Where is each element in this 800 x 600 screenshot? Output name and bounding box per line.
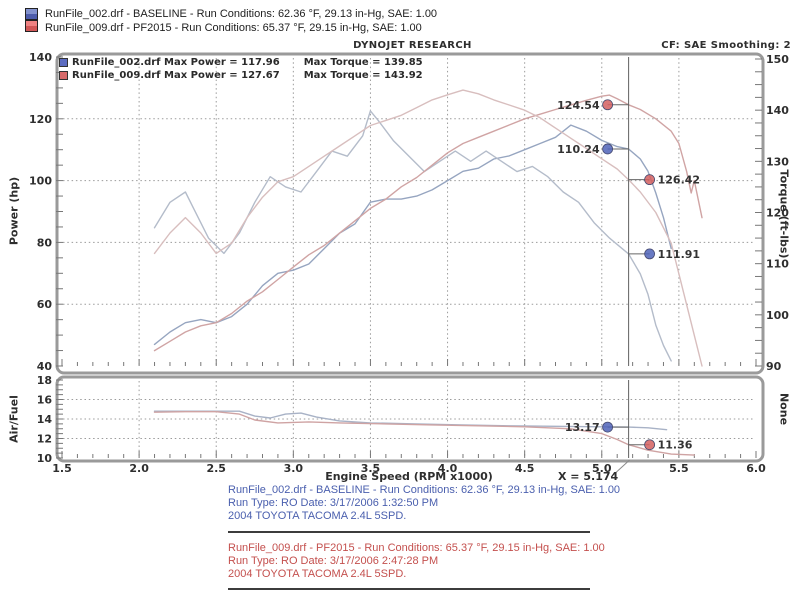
footer-divider-1 — [228, 531, 590, 533]
marker-label-2: 126.42 — [658, 174, 700, 187]
baseline-max-torque: Max Torque = 139.85 — [303, 57, 423, 68]
rpm-tick-label: 2.0 — [129, 462, 149, 475]
curve-af-0 — [153, 410, 668, 431]
marker-dot-2 — [644, 174, 656, 186]
power-tick-label: 80 — [37, 236, 53, 249]
marker-dot-5 — [644, 439, 656, 451]
rpm-tick-label: 2.5 — [206, 462, 226, 475]
torque-tick-label: 100 — [766, 309, 789, 322]
rpm-tick-label: 1.5 — [52, 462, 72, 475]
pf2015-vehicle: 2004 TOYOTA TACOMA 2.4L 5SPD. — [228, 568, 407, 580]
baseline-max-power: RunFile_002.drf Max Power = 117.96 — [72, 57, 280, 68]
footer-block-pf2015: RunFile_009.drf - PF2015 - Run Condition… — [228, 542, 605, 581]
torque-tick-label: 110 — [766, 258, 789, 271]
torque-tick-label: 140 — [766, 104, 789, 117]
pf2015-color-chip — [59, 71, 68, 80]
curve-main-3 — [153, 89, 703, 367]
airfuel-right-axis-title: None — [777, 392, 791, 426]
af-tick-label: 10 — [37, 452, 53, 465]
baseline-vehicle: 2004 TOYOTA TACOMA 2.4L 5SPD. — [228, 510, 407, 522]
marker-label-5: 11.36 — [658, 439, 693, 452]
pf2015-run-type-date: Run Type: RO Date: 3/17/2006 2:47:28 PM — [228, 555, 439, 567]
torque-tick-label: 120 — [766, 207, 789, 220]
x-axis-title: Engine Speed (RPM x1000) — [325, 470, 493, 483]
brand-title: DYNOJET RESEARCH — [353, 40, 472, 51]
power-tick-label: 100 — [29, 175, 52, 188]
baseline-color-chip — [59, 58, 68, 67]
af-tick-label: 12 — [37, 433, 52, 446]
torque-tick-label: 90 — [766, 360, 782, 373]
marker-dot-3 — [644, 248, 656, 260]
curve-main-0 — [153, 124, 672, 346]
cursor-x-readout: X = 5.174 — [558, 470, 619, 483]
footer-block-baseline: RunFile_002.drf - BASELINE - Run Conditi… — [228, 484, 620, 523]
power-tick-label: 140 — [29, 51, 52, 64]
main-chart-frame[interactable] — [55, 52, 765, 375]
marker-label-4: 13.17 — [565, 421, 600, 434]
power-tick-label: 120 — [29, 113, 52, 126]
rpm-tick-label: 4.0 — [438, 462, 458, 475]
footer-divider-2 — [228, 588, 590, 590]
curve-main-1 — [153, 110, 672, 362]
baseline-run-type-date: Run Type: RO Date: 3/17/2006 1:32:50 PM — [228, 497, 439, 509]
chart-legend-row-baseline: RunFile_002.drf Max Power = 117.96 Max T… — [59, 57, 423, 68]
rpm-tick-label: 5.5 — [669, 462, 689, 475]
torque-tick-label: 150 — [766, 53, 789, 66]
rpm-tick-label: 6.0 — [746, 462, 766, 475]
pf2015-run-conditions: RunFile_009.drf - PF2015 - Run Condition… — [228, 542, 605, 554]
marker-dot-4 — [602, 421, 614, 433]
marker-dot-1 — [602, 143, 614, 155]
power-axis-title: Power (hp) — [7, 176, 21, 246]
power-tick-label: 40 — [37, 360, 53, 373]
rpm-tick-label: 3.5 — [361, 462, 381, 475]
af-tick-label: 18 — [37, 374, 52, 387]
curve-af-1 — [153, 411, 695, 456]
marker-label-0: 124.54 — [557, 99, 600, 112]
run-legend-pf2015: RunFile_009.drf - PF2015 - Run Condition… — [45, 22, 422, 34]
rpm-tick-label: 4.5 — [515, 462, 535, 475]
af-tick-label: 14 — [37, 413, 53, 426]
torque-axis-title: Torque (ft-lbs) — [777, 169, 791, 259]
cursor-readout-leader — [610, 459, 630, 478]
pf2015-max-power: RunFile_009.drf Max Power = 127.67 — [72, 70, 280, 81]
legend-swatch-pf2015 — [25, 20, 38, 32]
cf-smoothing-readout: CF: SAE Smoothing: 2 — [661, 40, 791, 51]
marker-label-3: 111.91 — [658, 248, 700, 261]
pf2015-max-torque: Max Torque = 143.92 — [303, 70, 423, 81]
marker-dot-0 — [602, 99, 614, 111]
run-legend-baseline: RunFile_002.drf - BASELINE - Run Conditi… — [45, 8, 438, 20]
baseline-run-conditions: RunFile_002.drf - BASELINE - Run Conditi… — [228, 484, 621, 496]
chart-legend-row-pf2015: RunFile_009.drf Max Power = 127.67 Max T… — [59, 70, 423, 81]
rpm-tick-label: 3.0 — [284, 462, 304, 475]
airfuel-axis-title: Air/Fuel — [7, 395, 21, 443]
torque-tick-label: 130 — [766, 155, 789, 168]
marker-label-1: 110.24 — [557, 143, 600, 156]
rpm-tick-label: 5.0 — [592, 462, 612, 475]
power-tick-label: 60 — [37, 298, 53, 311]
af-tick-label: 16 — [37, 394, 53, 407]
legend-swatch-baseline — [25, 8, 38, 20]
curve-main-2 — [153, 94, 703, 352]
